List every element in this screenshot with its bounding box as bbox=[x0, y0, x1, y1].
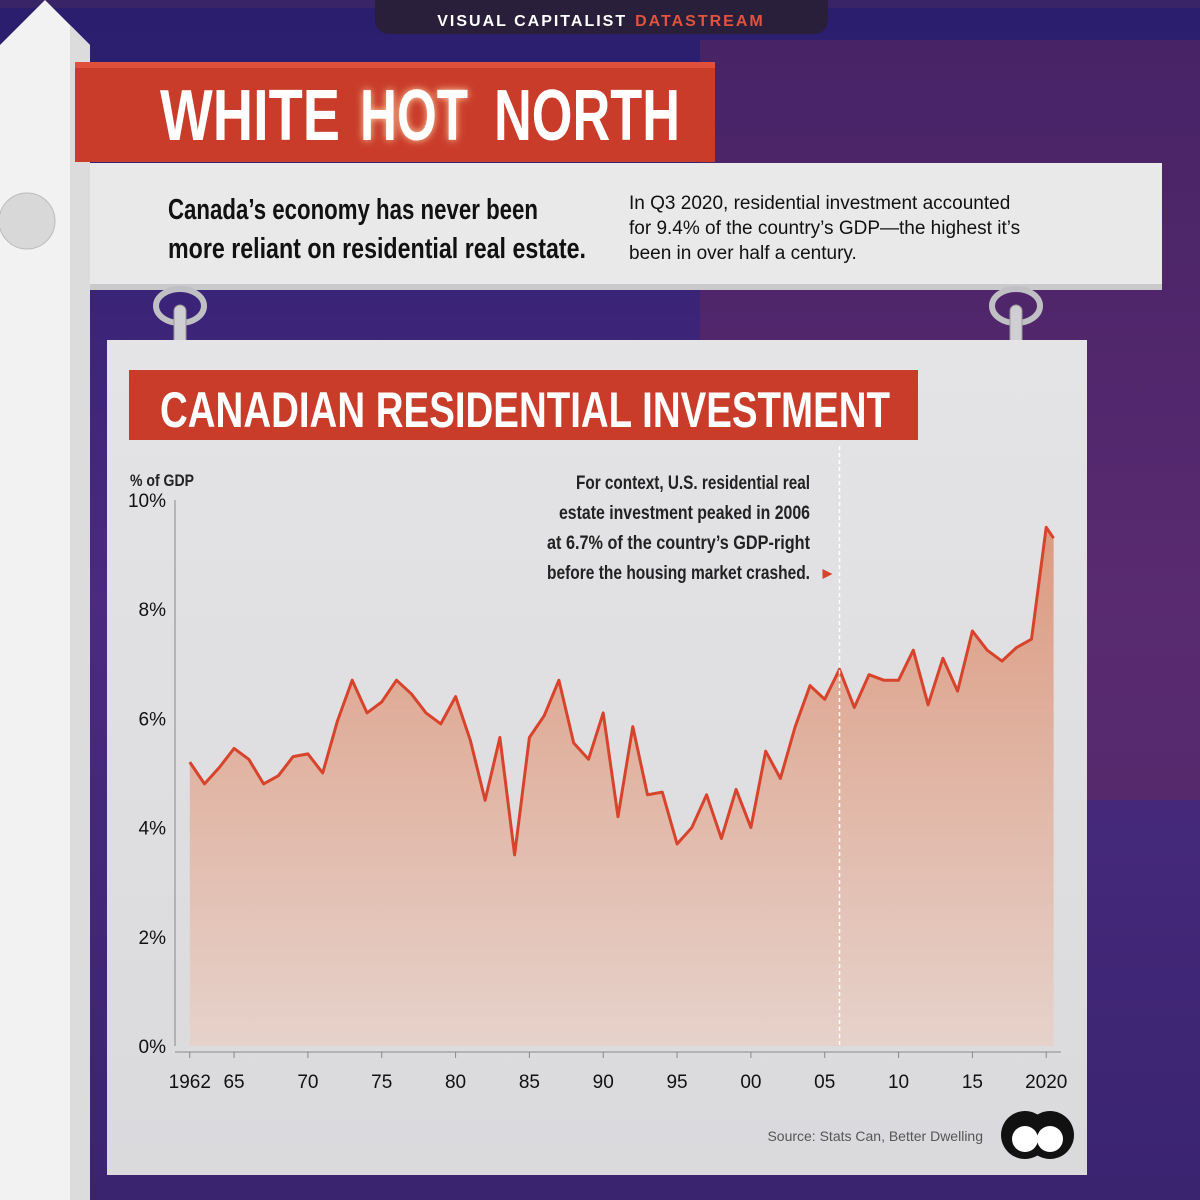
subtitle-lead-line: more reliant on residential real estate. bbox=[168, 233, 586, 265]
brand: VISUAL CAPITALIST DATASTREAM bbox=[437, 13, 764, 30]
annotation-text: For context, U.S. residential real bbox=[576, 473, 810, 494]
y-tick-label: 2% bbox=[139, 928, 167, 949]
title-word: WHITE bbox=[160, 76, 340, 156]
x-tick-label: 95 bbox=[666, 1072, 687, 1093]
subtitle-detail-line: for 9.4% of the country’s GDP—the highes… bbox=[629, 218, 1020, 239]
title-word-hot: HOT bbox=[360, 76, 468, 156]
x-tick-label: 1962 bbox=[169, 1072, 211, 1093]
plot: 0% 2% 4% 6% 8% 10% 1962 65 70 75 80 85 90 95 00 05 10 15 2… bbox=[128, 446, 1067, 1093]
subtitle-board-shade bbox=[90, 284, 1162, 290]
post-shade bbox=[70, 25, 90, 1200]
annotation-text: at 6.7% of the country’s GDP-right bbox=[547, 533, 811, 554]
chart-title: CANADIAN RESIDENTIAL INVESTMENT bbox=[160, 382, 890, 438]
title-banner-edge bbox=[75, 62, 715, 68]
post-bolt bbox=[0, 192, 56, 250]
line bbox=[188, 525, 1055, 857]
brand-tab bbox=[375, 0, 828, 34]
y-tick-label: 4% bbox=[139, 819, 167, 840]
subtitle-detail-line: been in over half a century. bbox=[629, 243, 857, 264]
logo-eye bbox=[1012, 1126, 1038, 1152]
x-tick-label: 80 bbox=[445, 1072, 466, 1093]
annotation-arrow bbox=[822, 569, 833, 579]
subtitle-lead-line: Canada’s economy has never been bbox=[168, 194, 538, 226]
x-tick-label: 75 bbox=[371, 1072, 392, 1093]
subtitle-detail: In Q3 2020, residential investment accou… bbox=[629, 193, 1020, 264]
title-word: NORTH bbox=[494, 76, 680, 156]
y-tick-label: 10% bbox=[128, 491, 166, 512]
subtitle-board bbox=[90, 163, 1162, 290]
post bbox=[0, 0, 90, 1200]
annotation-text: estate investment peaked in 2006 bbox=[559, 503, 810, 524]
x-tick-label: 85 bbox=[519, 1072, 540, 1093]
brand-product: DATASTREAM bbox=[635, 13, 765, 30]
logo-eye bbox=[1037, 1126, 1063, 1152]
brand-name: VISUAL CAPITALIST bbox=[437, 13, 627, 30]
y-tick-label: 0% bbox=[139, 1037, 167, 1058]
source: Source: Stats Can, Better Dwelling bbox=[767, 1128, 983, 1144]
y-tick-label: 8% bbox=[139, 600, 167, 621]
x-tick-label: 2020 bbox=[1025, 1072, 1067, 1093]
subtitle-detail-line: In Q3 2020, residential investment accou… bbox=[629, 193, 1010, 214]
y-axis-title: % of GDP bbox=[130, 471, 194, 490]
x-tick-label: 90 bbox=[593, 1072, 614, 1093]
title-banner bbox=[75, 62, 715, 162]
x-tick-label: 05 bbox=[814, 1072, 835, 1093]
chart-title-banner bbox=[129, 370, 918, 440]
subtitle-lead: Canada’s economy has never been more reli… bbox=[168, 194, 586, 265]
logo bbox=[1001, 1111, 1074, 1159]
annotation-text: before the housing market crashed. bbox=[547, 563, 810, 584]
area bbox=[189, 527, 1054, 1046]
x-tick-label: 10 bbox=[888, 1072, 909, 1093]
y-tick-label: 6% bbox=[139, 709, 167, 730]
x-tick-label: 70 bbox=[297, 1072, 318, 1093]
x-tick-label: 65 bbox=[223, 1072, 244, 1093]
x-tick-label: 15 bbox=[962, 1072, 983, 1093]
x-tick-label: 00 bbox=[740, 1072, 761, 1093]
